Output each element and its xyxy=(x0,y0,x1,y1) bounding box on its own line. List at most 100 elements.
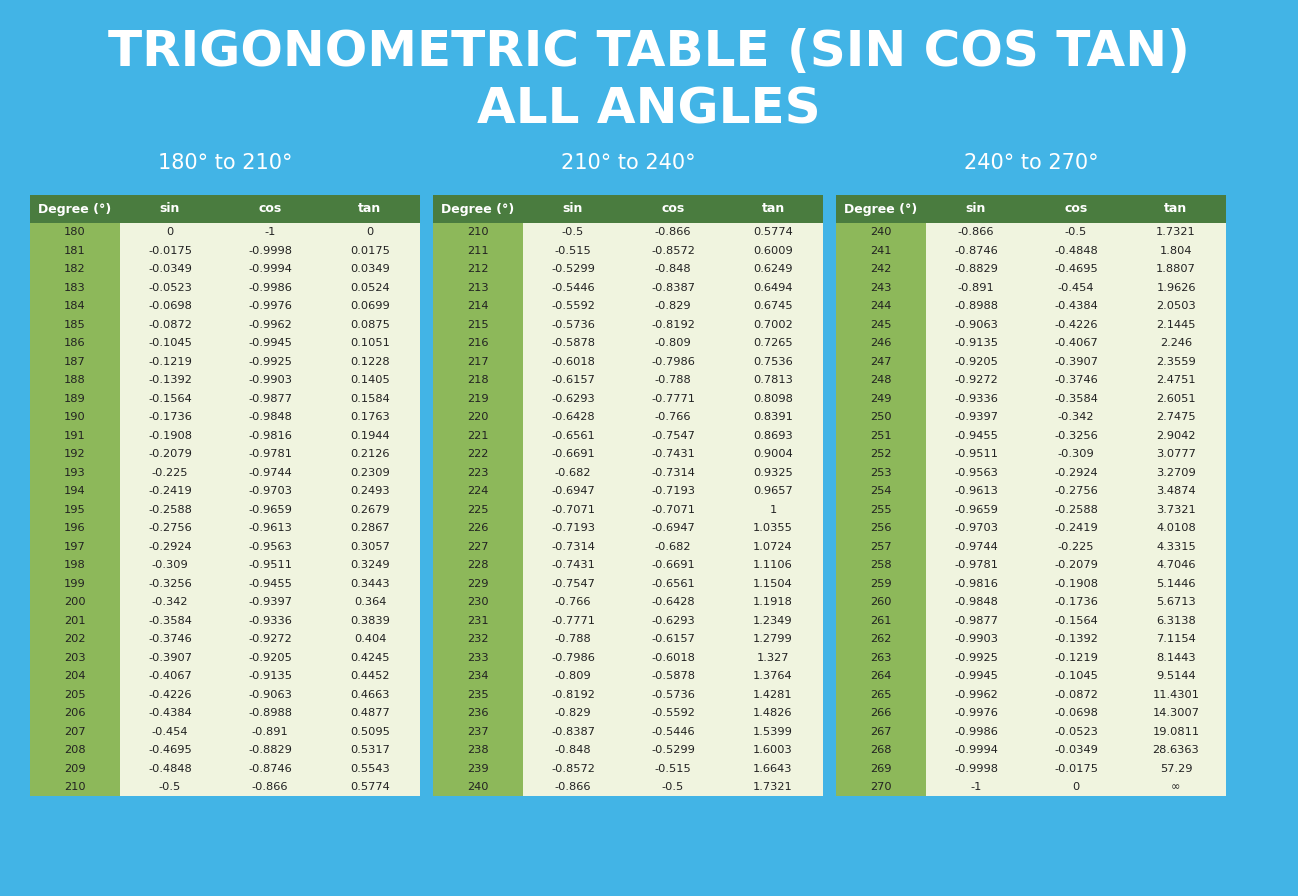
Bar xyxy=(836,297,925,315)
Text: 0.7536: 0.7536 xyxy=(753,357,793,366)
Text: 203: 203 xyxy=(64,653,86,663)
Text: tan: tan xyxy=(1164,202,1188,216)
Text: 228: 228 xyxy=(467,560,489,570)
Bar xyxy=(434,538,523,556)
Bar xyxy=(434,445,523,463)
Text: 1.6003: 1.6003 xyxy=(753,745,793,755)
Text: -0.5: -0.5 xyxy=(158,782,182,792)
Text: -0.225: -0.225 xyxy=(152,468,188,478)
Bar xyxy=(434,334,523,352)
Text: -0.7193: -0.7193 xyxy=(550,523,594,533)
Text: -0.0523: -0.0523 xyxy=(1054,727,1098,737)
Bar xyxy=(119,463,421,482)
Bar xyxy=(925,519,1227,538)
Text: 2.3559: 2.3559 xyxy=(1157,357,1195,366)
Text: -0.5: -0.5 xyxy=(662,782,684,792)
Bar xyxy=(925,463,1227,482)
Text: 0.3057: 0.3057 xyxy=(350,542,389,552)
Bar xyxy=(836,538,925,556)
Text: -0.5: -0.5 xyxy=(562,228,584,237)
Text: -0.6293: -0.6293 xyxy=(652,616,694,625)
Bar xyxy=(523,760,823,778)
Text: -0.4067: -0.4067 xyxy=(148,671,192,681)
Text: 185: 185 xyxy=(64,320,86,330)
Bar xyxy=(523,426,823,445)
Text: -0.8192: -0.8192 xyxy=(552,690,594,700)
Text: 246: 246 xyxy=(871,339,892,349)
Text: 3.0777: 3.0777 xyxy=(1157,449,1195,460)
Text: 202: 202 xyxy=(64,634,86,644)
Text: -0.9397: -0.9397 xyxy=(248,598,292,607)
Text: -0.0349: -0.0349 xyxy=(148,264,192,274)
Bar xyxy=(119,482,421,501)
Bar xyxy=(523,667,823,685)
Text: -0.8746: -0.8746 xyxy=(248,763,292,774)
Text: 0.7265: 0.7265 xyxy=(753,339,793,349)
Text: -0.9703: -0.9703 xyxy=(954,523,998,533)
Text: -0.9397: -0.9397 xyxy=(954,412,998,422)
Text: 180: 180 xyxy=(64,228,86,237)
Bar xyxy=(523,445,823,463)
Bar xyxy=(925,574,1227,593)
Text: -0.0698: -0.0698 xyxy=(148,301,192,311)
Text: 3.7321: 3.7321 xyxy=(1157,504,1195,514)
Text: 0.4877: 0.4877 xyxy=(350,708,389,719)
Bar xyxy=(30,463,119,482)
Text: -0.9781: -0.9781 xyxy=(954,560,998,570)
Bar xyxy=(434,426,523,445)
Bar xyxy=(119,778,421,797)
Text: 0.5543: 0.5543 xyxy=(350,763,389,774)
Text: 0.0349: 0.0349 xyxy=(350,264,389,274)
Text: -0.4384: -0.4384 xyxy=(148,708,192,719)
Text: 216: 216 xyxy=(467,339,489,349)
Text: 189: 189 xyxy=(64,393,86,404)
Text: -0.6293: -0.6293 xyxy=(552,393,594,404)
Text: 200: 200 xyxy=(64,598,86,607)
Text: 0.1228: 0.1228 xyxy=(350,357,389,366)
Text: -0.5299: -0.5299 xyxy=(652,745,694,755)
Text: -0.7193: -0.7193 xyxy=(652,487,694,496)
Text: -0.8829: -0.8829 xyxy=(954,264,998,274)
Bar xyxy=(925,778,1227,797)
Bar xyxy=(119,315,421,334)
Text: 196: 196 xyxy=(64,523,86,533)
Text: 190: 190 xyxy=(64,412,86,422)
Text: 265: 265 xyxy=(870,690,892,700)
Text: 201: 201 xyxy=(64,616,86,625)
Bar xyxy=(836,390,925,408)
Text: -0.9703: -0.9703 xyxy=(248,487,292,496)
Text: 2.6051: 2.6051 xyxy=(1157,393,1195,404)
Bar xyxy=(925,501,1227,519)
Text: -0.9976: -0.9976 xyxy=(248,301,292,311)
Text: -0.6018: -0.6018 xyxy=(552,357,594,366)
Text: -0.9744: -0.9744 xyxy=(954,542,998,552)
Bar xyxy=(523,574,823,593)
Bar xyxy=(30,426,119,445)
Text: -0.9659: -0.9659 xyxy=(248,504,292,514)
Bar xyxy=(119,538,421,556)
Text: -0.6691: -0.6691 xyxy=(552,449,594,460)
Bar xyxy=(434,704,523,722)
Text: 0.0175: 0.0175 xyxy=(350,246,389,255)
Bar xyxy=(434,556,523,574)
Text: -0.788: -0.788 xyxy=(554,634,592,644)
Text: 0.8693: 0.8693 xyxy=(753,431,793,441)
Bar xyxy=(30,704,119,722)
Text: -0.9998: -0.9998 xyxy=(954,763,998,774)
Bar xyxy=(30,630,119,649)
Text: 210: 210 xyxy=(467,228,489,237)
Text: -0.2924: -0.2924 xyxy=(148,542,192,552)
Text: -0.829: -0.829 xyxy=(654,301,692,311)
Text: 266: 266 xyxy=(871,708,892,719)
Text: -0.9848: -0.9848 xyxy=(954,598,998,607)
Text: -0.866: -0.866 xyxy=(958,228,994,237)
Text: 194: 194 xyxy=(64,487,86,496)
Bar xyxy=(30,315,119,334)
Bar xyxy=(523,352,823,371)
Text: -0.3256: -0.3256 xyxy=(148,579,192,589)
Text: 14.3007: 14.3007 xyxy=(1153,708,1199,719)
Bar xyxy=(836,574,925,593)
Bar xyxy=(119,704,421,722)
Text: Degree (°): Degree (°) xyxy=(441,202,514,216)
Text: 180° to 210°: 180° to 210° xyxy=(158,153,292,173)
